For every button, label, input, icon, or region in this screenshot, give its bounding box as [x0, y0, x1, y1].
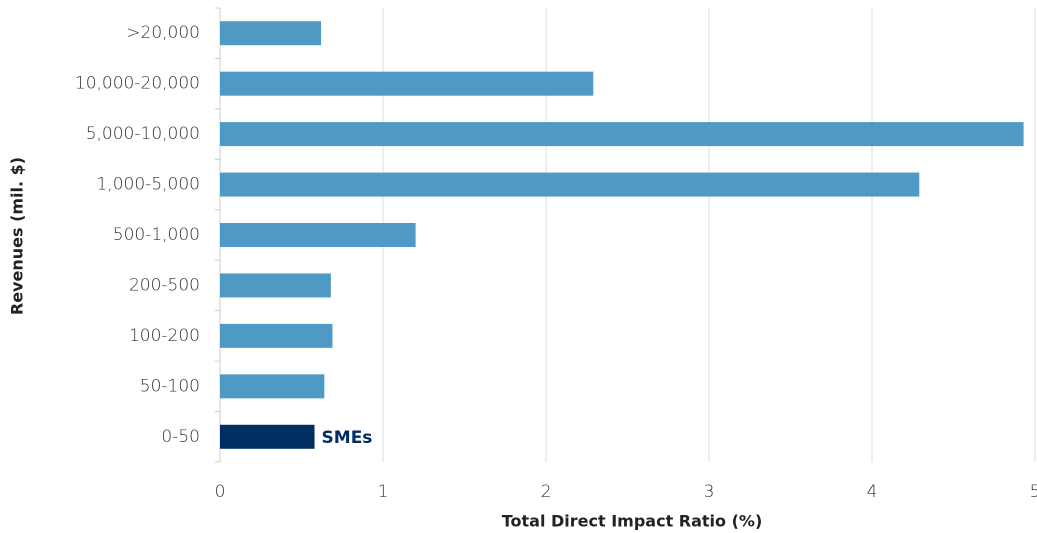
y-axis-title: Revenues (mil. $)	[8, 157, 27, 315]
x-tick-label: 2	[541, 482, 552, 502]
bar	[220, 374, 325, 399]
y-tick-label: 50-100	[140, 376, 200, 396]
annotation: SMEs	[322, 428, 373, 448]
y-tick-label: 1,000-5,000	[97, 175, 200, 195]
x-tick-label: 4	[867, 482, 878, 502]
bar	[220, 424, 315, 449]
x-tick-label: 3	[704, 482, 715, 502]
x-tick-label: 1	[378, 482, 389, 502]
bar	[220, 273, 331, 298]
y-tick-label: 200-500	[129, 275, 200, 295]
y-tick-label: >20,000	[126, 23, 200, 43]
y-tick-label: 10,000-20,000	[75, 74, 200, 94]
bar	[220, 172, 920, 197]
x-tick-label: 0	[215, 482, 226, 502]
bar	[220, 71, 594, 96]
bar	[220, 223, 416, 247]
x-tick-label: 5	[1030, 482, 1037, 502]
bar	[220, 323, 333, 348]
bar	[220, 21, 322, 46]
y-tick-label: 500-1,000	[113, 225, 200, 245]
x-axis-title: Total Direct Impact Ratio (%)	[502, 512, 763, 531]
bar	[220, 122, 1024, 147]
y-tick-label: 5,000-10,000	[86, 124, 200, 144]
y-tick-label: 100-200	[129, 326, 200, 346]
y-tick-label: 0-50	[161, 427, 200, 447]
